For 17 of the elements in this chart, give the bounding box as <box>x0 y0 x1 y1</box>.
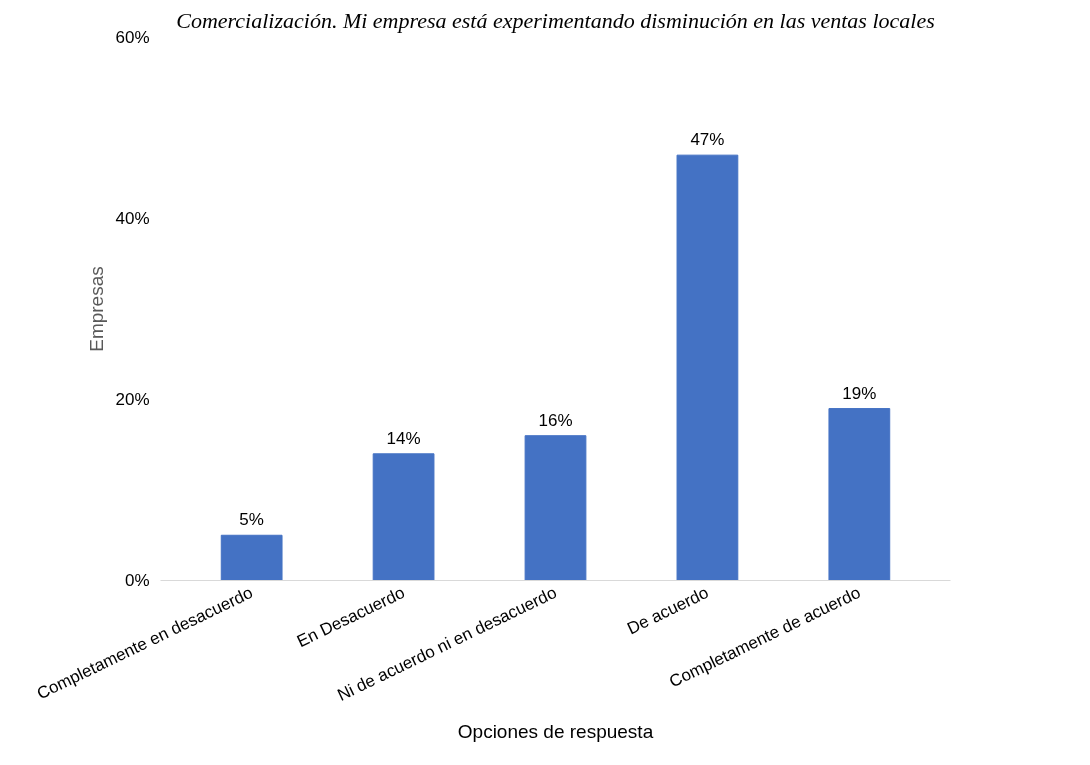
y-tick-label: 40% <box>115 209 150 228</box>
data-label: 5% <box>239 510 264 530</box>
y-tick-label: 60% <box>115 28 150 47</box>
x-axis-title: Opciones de respuesta <box>457 721 654 743</box>
data-label: 16% <box>538 410 573 430</box>
bar <box>828 408 891 581</box>
y-axis-title: Empresas <box>86 266 108 352</box>
bar <box>676 154 739 581</box>
chart-title: Comercialización. Mi empresa está experimentando disminución en las ventas locales <box>176 7 935 33</box>
data-label: 14% <box>386 428 421 448</box>
y-tick-label: 0% <box>124 571 150 590</box>
y-tick-label: 20% <box>115 390 150 409</box>
data-label: 19% <box>842 383 877 403</box>
bar <box>524 435 587 581</box>
data-label: 47% <box>690 130 725 150</box>
bar <box>220 534 283 581</box>
bar <box>372 453 435 581</box>
